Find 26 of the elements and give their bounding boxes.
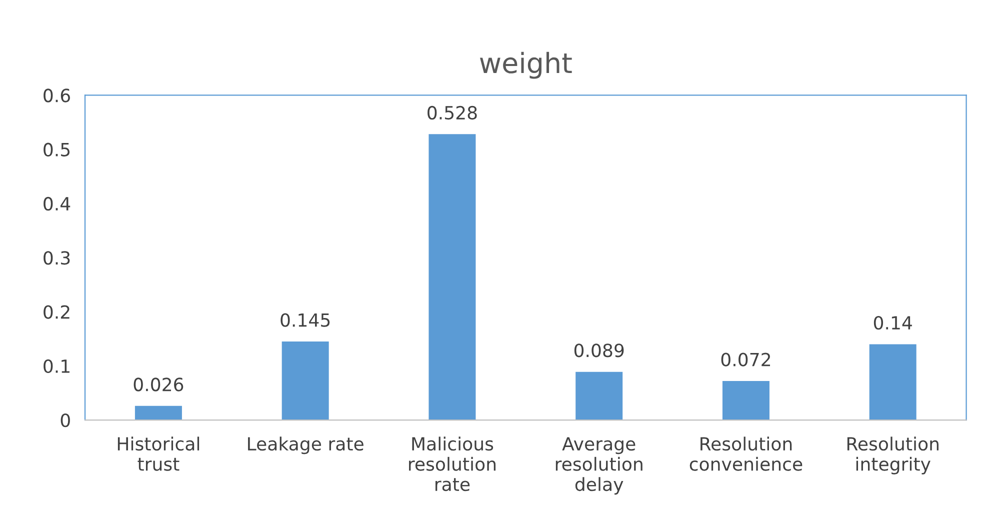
data-label: 0.145: [280, 313, 330, 327]
y-tick-label: 0.2: [44, 305, 70, 319]
y-tick-label: 0.3: [44, 251, 70, 265]
data-label: 0.528: [428, 106, 477, 120]
y-tick-label: 0.4: [44, 196, 70, 211]
bar: [428, 134, 476, 420]
x-tick-label: Average resolution delay: [556, 437, 642, 495]
x-tick-label: Leakage rate: [248, 436, 364, 454]
bar: [282, 342, 329, 420]
x-tick-label: Resolution integrity: [847, 436, 938, 474]
chart-title: weight: [480, 52, 572, 79]
bar: [722, 381, 770, 420]
bar: [869, 344, 916, 420]
y-tick-label: 0: [60, 413, 70, 428]
y-tick-label: 0.5: [44, 142, 70, 156]
y-tick-label: 0.1: [44, 359, 70, 373]
y-tick-label: 0.6: [44, 88, 70, 102]
x-tick-label: Malicious resolution rate: [409, 436, 496, 492]
data-label: 0.072: [721, 352, 770, 366]
bar: [134, 406, 182, 420]
data-label: 0.089: [574, 344, 624, 358]
data-label: 0.026: [134, 378, 184, 392]
bar: [576, 372, 623, 420]
x-tick-label: Historical trust: [118, 436, 200, 471]
data-label: 0.14: [874, 316, 912, 330]
x-tick-label: Resolution convenience: [690, 436, 802, 471]
